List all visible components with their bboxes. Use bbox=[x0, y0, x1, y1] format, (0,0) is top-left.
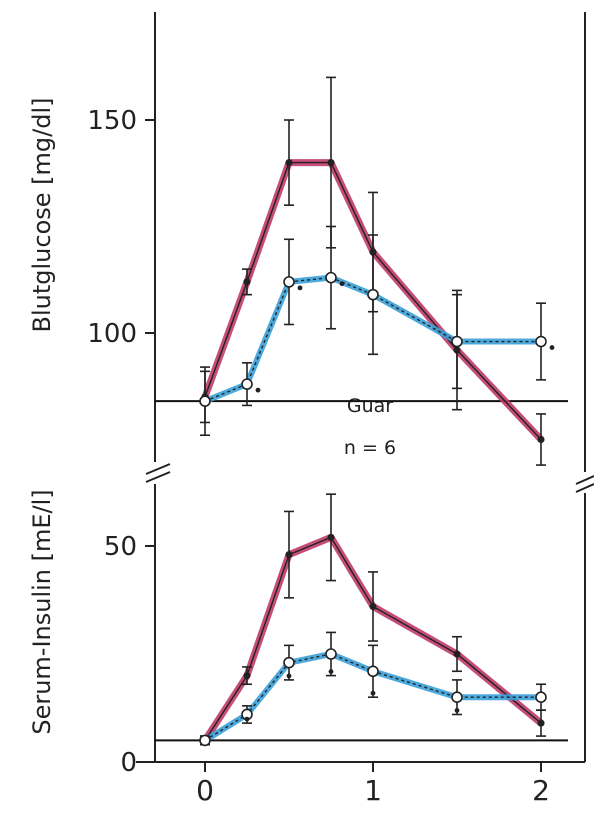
y-axis-title-glucose: Blutglucose [mg/dl] bbox=[28, 98, 56, 333]
data-point-filled bbox=[243, 278, 251, 286]
data-point-open bbox=[451, 691, 463, 704]
data-point-filled bbox=[327, 533, 335, 541]
data-point-open bbox=[535, 335, 547, 348]
data-point-filled bbox=[537, 719, 545, 727]
annotation-n: n = 6 bbox=[344, 437, 396, 459]
y-tick-label: 150 bbox=[87, 106, 137, 136]
data-point-open bbox=[367, 665, 379, 678]
y-axis-title-insulin: Serum-Insulin [mE/l] bbox=[28, 489, 56, 734]
data-point-open bbox=[451, 335, 463, 348]
significance-dot bbox=[255, 387, 261, 393]
y-tick-label: 100 bbox=[87, 319, 137, 349]
data-point-filled bbox=[243, 672, 251, 680]
data-point-open bbox=[283, 276, 295, 288]
data-point-filled bbox=[327, 159, 335, 167]
panel-glucose: 100 150 bbox=[87, 76, 568, 466]
significance-dot bbox=[454, 708, 460, 713]
data-point-open bbox=[283, 656, 295, 669]
x-tick-label: 2 bbox=[532, 774, 550, 807]
significance-dot bbox=[328, 669, 334, 674]
blue-series bbox=[199, 631, 547, 747]
data-point-open bbox=[199, 734, 211, 747]
significance-dot bbox=[286, 673, 292, 679]
x-tick-label: 0 bbox=[196, 774, 214, 807]
data-point-open bbox=[535, 691, 547, 704]
data-point-open bbox=[241, 378, 253, 390]
panel-insulin: 0 50 0 1 2 bbox=[104, 493, 568, 807]
significance-dot bbox=[549, 345, 555, 350]
x-tick-label: 1 bbox=[364, 774, 382, 807]
data-point-open bbox=[325, 648, 337, 660]
data-point-filled bbox=[537, 436, 545, 443]
significance-dot bbox=[370, 690, 376, 696]
data-point-open bbox=[325, 271, 337, 284]
data-point-filled bbox=[453, 650, 461, 658]
significance-dot bbox=[339, 281, 345, 287]
data-point-open bbox=[199, 395, 211, 407]
y-tick-label: 0 bbox=[120, 748, 137, 778]
annotation-group: Guar bbox=[347, 395, 393, 417]
data-point-open bbox=[367, 288, 379, 301]
blue-series bbox=[199, 225, 555, 437]
y-tick-label: 50 bbox=[104, 532, 137, 562]
data-point-filled bbox=[369, 602, 377, 610]
axis-break-left bbox=[145, 463, 171, 483]
plot-layer: 100 150 0 50 0 1 2 bbox=[87, 76, 568, 807]
axis-break-right bbox=[575, 475, 594, 493]
data-point-filled bbox=[285, 159, 293, 167]
data-point-filled bbox=[285, 551, 293, 559]
significance-dot bbox=[244, 716, 250, 722]
significance-dot bbox=[297, 285, 303, 291]
